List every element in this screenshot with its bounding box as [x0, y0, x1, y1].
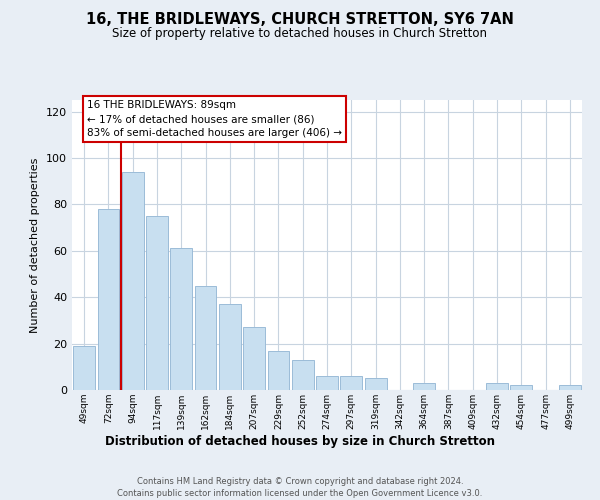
Bar [511, 386, 532, 390]
Text: Size of property relative to detached houses in Church Stretton: Size of property relative to detached ho… [113, 28, 487, 40]
Bar [170, 248, 192, 390]
Bar [146, 216, 168, 390]
Bar [73, 346, 95, 390]
Bar [365, 378, 386, 390]
Text: Distribution of detached houses by size in Church Stretton: Distribution of detached houses by size … [105, 435, 495, 448]
Bar [292, 360, 314, 390]
Bar [219, 304, 241, 390]
Bar [243, 328, 265, 390]
Bar [486, 383, 508, 390]
Bar [340, 376, 362, 390]
Bar [316, 376, 338, 390]
Text: 16, THE BRIDLEWAYS, CHURCH STRETTON, SY6 7AN: 16, THE BRIDLEWAYS, CHURCH STRETTON, SY6… [86, 12, 514, 28]
Bar [268, 350, 289, 390]
Bar [559, 386, 581, 390]
Bar [194, 286, 217, 390]
Bar [413, 383, 435, 390]
Text: Contains HM Land Registry data © Crown copyright and database right 2024.
Contai: Contains HM Land Registry data © Crown c… [118, 476, 482, 498]
Text: 16 THE BRIDLEWAYS: 89sqm
← 17% of detached houses are smaller (86)
83% of semi-d: 16 THE BRIDLEWAYS: 89sqm ← 17% of detach… [88, 100, 342, 138]
Y-axis label: Number of detached properties: Number of detached properties [31, 158, 40, 332]
Bar [122, 172, 143, 390]
Bar [97, 209, 119, 390]
